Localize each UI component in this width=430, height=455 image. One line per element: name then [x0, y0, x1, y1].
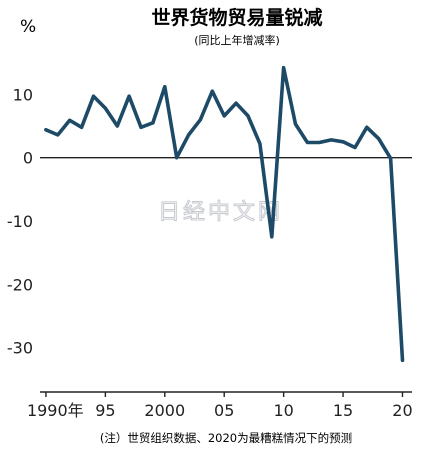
x-tick-label: 20: [392, 401, 412, 420]
footnote: (注）世贸组织数据、2020为最糟糕情况下的预测: [100, 431, 352, 445]
series-line-trade-volume: [44, 65, 405, 363]
x-tick-label: 10: [273, 401, 293, 420]
x-tick-label: 05: [214, 401, 234, 420]
y-axis-unit-label: %: [20, 17, 36, 37]
x-tick-label: 2000: [144, 401, 185, 420]
y-tick-label: -10: [7, 212, 33, 231]
chart-title: 世界货物贸易量锐减: [151, 6, 322, 29]
y-axis-ticks: 10 0 -10 -20 -30: [7, 85, 33, 357]
chart-subtitle: (同比上年增减率): [194, 33, 280, 47]
x-tick-label: 95: [95, 401, 115, 420]
y-tick-label: 10: [13, 85, 33, 104]
x-tick-label: 15: [333, 401, 353, 420]
x-axis-ticks: 1990年 95 2000 05 10 15 20: [27, 392, 413, 420]
y-tick-label: -30: [7, 339, 33, 358]
x-tick-label: 1990年: [27, 401, 84, 420]
y-tick-label: 0: [23, 149, 33, 168]
watermark: 日经中文网: [158, 200, 283, 225]
y-tick-label: -20: [7, 275, 33, 294]
